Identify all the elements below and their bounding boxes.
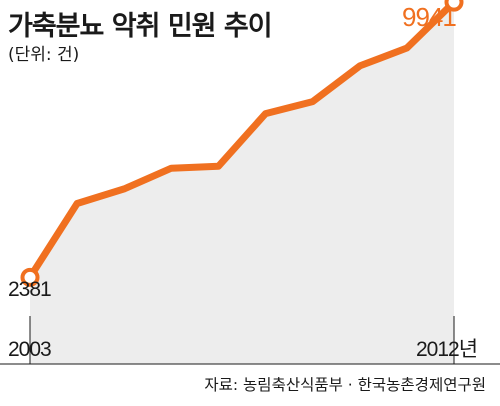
chart-area: [30, 2, 454, 364]
data-point-first: [20, 267, 40, 287]
chart-unit-label: (단위: 건): [8, 45, 80, 65]
data-label-last: 9941: [402, 2, 456, 32]
series-line: [26, 0, 458, 281]
data-label-first: 2381: [8, 278, 51, 301]
source-note: 자료: 농림축산식품부 · 한국농촌경제연구원: [204, 376, 486, 394]
data-point-last: [444, 0, 464, 12]
chart-title: 가축분뇨 악취 민원 추이: [8, 11, 273, 42]
x-tick-label-first: 2003: [8, 338, 51, 361]
x-tick-label-last: 2012년: [416, 338, 477, 361]
